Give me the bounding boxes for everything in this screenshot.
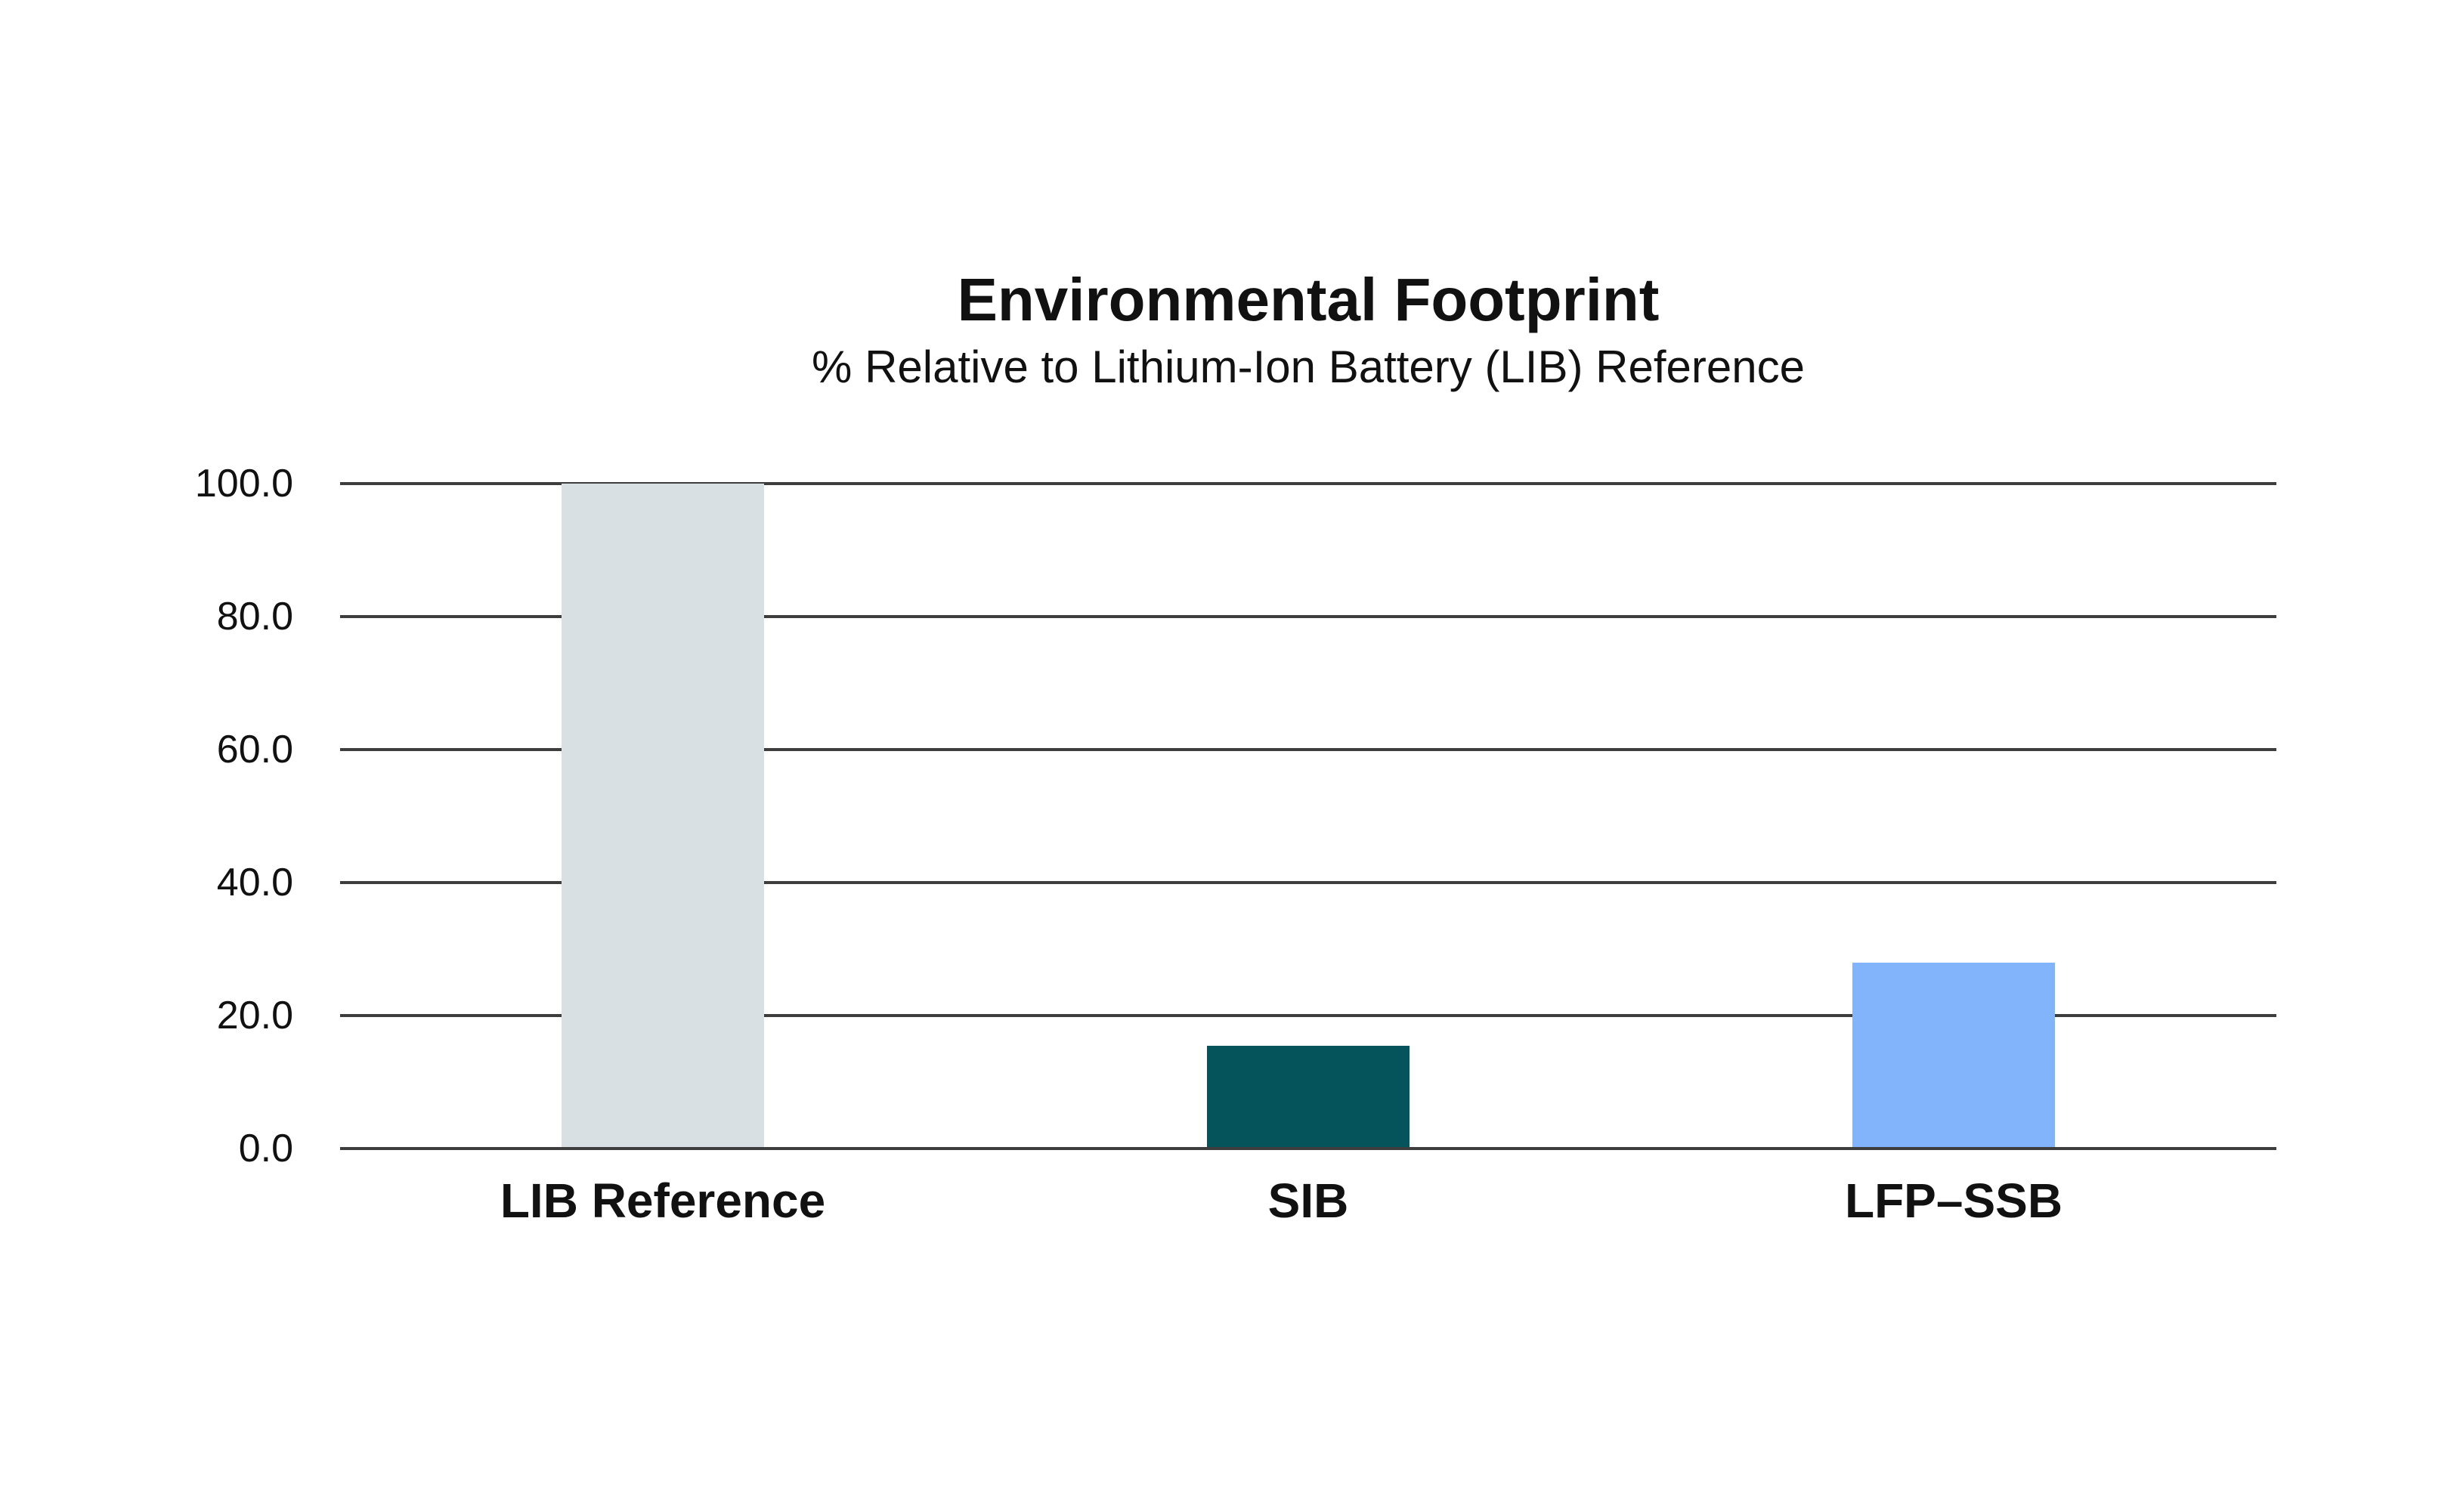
x-axis-line: [340, 1147, 2276, 1150]
gridline: [340, 748, 2276, 751]
chart-subtitle: % Relative to Lithium-Ion Battery (LIB) …: [812, 341, 1805, 392]
x-axis-label-rail: LIB Reference SIB LFP–SSB: [340, 1173, 2276, 1241]
plot-area: [340, 482, 2276, 1150]
bar-lib-reference: [562, 484, 764, 1149]
category-label: SIB: [1267, 1173, 1349, 1228]
y-tick-label: 100.0: [194, 462, 293, 506]
y-tick-label: 80.0: [216, 595, 293, 639]
y-tick-label: 0.0: [238, 1127, 293, 1170]
gridline: [340, 615, 2276, 618]
y-tick-label: 20.0: [216, 994, 293, 1037]
bar-lfp-ssb: [1852, 962, 2055, 1149]
y-tick-label: 60.0: [216, 728, 293, 771]
gridline: [340, 1014, 2276, 1017]
gridline: [340, 482, 2276, 485]
category-label: LIB Reference: [500, 1173, 826, 1228]
category-label: LFP–SSB: [1844, 1173, 2063, 1228]
y-axis-tick-rail: 0.0 20.0 40.0 60.0 80.0 100.0: [0, 462, 316, 1170]
chart-header: Environmental Footprint % Relative to Li…: [340, 266, 2276, 392]
gridline: [340, 881, 2276, 884]
chart-title: Environmental Footprint: [957, 266, 1660, 333]
bar-sib: [1207, 1045, 1410, 1149]
y-tick-label: 40.0: [216, 861, 293, 904]
